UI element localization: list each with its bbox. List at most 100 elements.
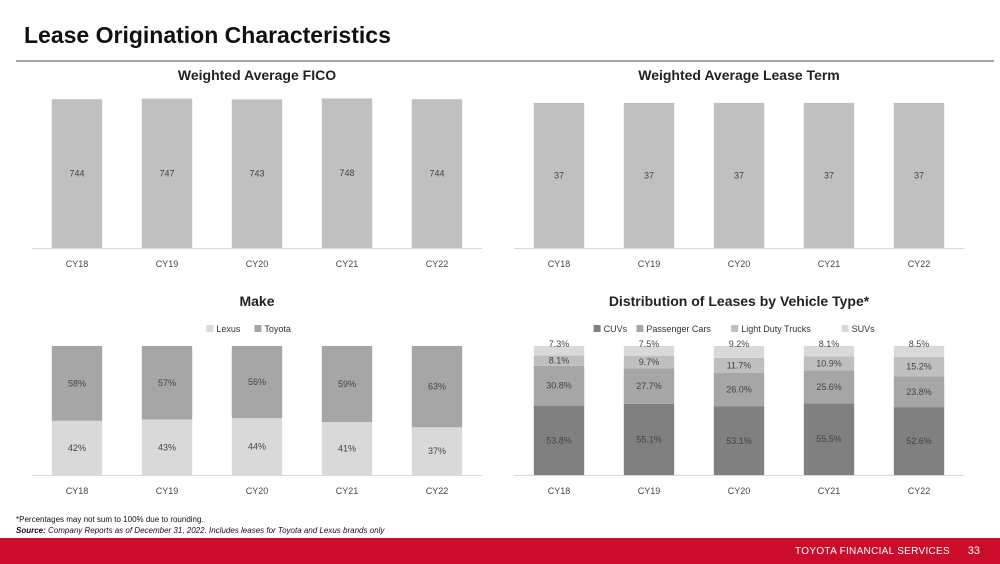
make-bar-0-2	[231, 418, 283, 475]
vehicle-data-label-1-0: 30.8%	[546, 381, 572, 391]
make-legend-label-1: Toyota	[264, 324, 291, 334]
make-bar-1-4	[411, 346, 463, 428]
fico-tick-label-3: CY21	[336, 259, 359, 269]
vehicle-bar-2-3	[803, 356, 855, 371]
vehicle-data-label-1-2: 26.0%	[726, 385, 752, 395]
fico-bar-3	[321, 98, 373, 249]
fico-title: Weighted Average FICO	[178, 67, 336, 83]
term-tick-label-4: CY22	[908, 259, 931, 269]
chart-make: Make Lexus Toyota 42% 58% CY18 43% 57% CY19 44% 56…	[32, 290, 482, 505]
source-label: Source:	[16, 526, 46, 535]
vehicle-legend-item-3: SUVs	[841, 324, 876, 334]
vehicle-bar-3-3	[803, 345, 855, 357]
vehicle-bar-3-0	[533, 346, 585, 356]
make-bar-1-0	[51, 346, 103, 421]
fico-data-label-4: 744	[429, 169, 444, 179]
make-data-label-0-3: 41%	[338, 444, 356, 454]
chart-vehicle-type-svg: Distribution of Leases by Vehicle Type* C…	[514, 293, 964, 496]
vehicle-data-label-2-4: 15.2%	[906, 362, 932, 372]
vehicle-data-label-3-4: 8.5%	[909, 339, 930, 349]
vehicle-data-label-2-2: 11.7%	[727, 360, 752, 370]
vehicle-data-label-2-1: 9.7%	[639, 357, 660, 367]
vehicle-bar-1-4	[893, 376, 945, 408]
make-data-label-0-1: 43%	[158, 442, 176, 452]
make-bar-0-3	[321, 422, 373, 475]
vehicle-legend-item-0: CUVs	[593, 324, 628, 334]
vehicle-data-label-0-3: 55.5%	[816, 434, 842, 444]
make-tick-label-4: CY22	[426, 486, 449, 496]
vehicle-data-label-0-0: 53.8%	[546, 435, 572, 445]
vehicle-bar-0-3	[803, 403, 855, 475]
term-bar-3	[803, 102, 855, 248]
source-note: Source: Company Reports as of December 3…	[16, 526, 384, 535]
vehicle-legend-swatch-2	[731, 325, 739, 332]
vehicle-bar-3-1	[623, 346, 675, 356]
vehicle-bar-0-4	[893, 407, 945, 475]
make-data-label-0-2: 44%	[248, 442, 266, 452]
chart-fico: Weighted Average FICO 744 CY18 747 CY19 743 CY…	[32, 64, 482, 279]
vehicle-data-label-3-3: 8.1%	[819, 339, 840, 349]
make-bar-1-2	[231, 346, 283, 419]
vehicle-bar-3-4	[893, 345, 945, 357]
fico-data-label-0: 744	[69, 169, 84, 179]
vehicle-data-label-1-1: 27.7%	[636, 381, 662, 391]
fico-data-label-1: 747	[159, 168, 174, 178]
term-tick-label-0: CY18	[548, 259, 571, 269]
make-data-label-1-0: 58%	[68, 378, 86, 388]
source-text: Company Reports as of December 31, 2022.…	[48, 526, 385, 535]
make-bar-0-1	[141, 419, 193, 475]
vehicle-bar-1-3	[803, 370, 855, 404]
vehicle-data-label-2-3: 10.9%	[816, 358, 842, 368]
make-title: Make	[239, 293, 274, 309]
vehicle-bar-0-0	[533, 405, 585, 475]
make-data-label-1-1: 57%	[158, 378, 176, 388]
vehicle-bar-1-1	[623, 368, 675, 404]
vehicle-data-label-0-4: 52.6%	[906, 436, 932, 446]
term-tick-label-3: CY21	[818, 259, 841, 269]
term-title: Weighted Average Lease Term	[638, 67, 840, 83]
vehicle-data-label-3-1: 7.5%	[639, 339, 660, 349]
make-tick-label-3: CY21	[336, 486, 359, 496]
vehicle-data-label-1-3: 25.6%	[816, 382, 842, 392]
vehicle-legend-item-2: Light Duty Trucks	[731, 324, 811, 334]
make-bar-1-3	[321, 346, 373, 423]
term-tick-label-1: CY19	[638, 259, 661, 269]
make-data-label-1-2: 56%	[248, 377, 266, 387]
vehicle-data-label-3-2: 9.2%	[729, 339, 750, 349]
vehicle-tick-label-2: CY20	[728, 486, 751, 496]
vehicle-legend-swatch-1	[636, 325, 644, 332]
make-tick-label-1: CY19	[156, 486, 179, 496]
make-bar-0-0	[51, 420, 103, 475]
make-tick-label-0: CY18	[66, 486, 89, 496]
chart-fico-svg: Weighted Average FICO 744 CY18 747 CY19 743 CY…	[32, 67, 482, 269]
fico-bar-0	[51, 99, 103, 248]
fico-data-label-2: 743	[249, 169, 264, 179]
page-number: 33	[967, 545, 980, 557]
vehicle-data-label-1-4: 23.8%	[906, 387, 932, 397]
vehicle-tick-label-1: CY19	[638, 486, 661, 496]
fico-bar-4	[411, 99, 463, 248]
vehicle-bar-1-2	[713, 372, 765, 407]
vehicle-bar-2-1	[623, 355, 675, 369]
footer-brand: TOYOTA FINANCIAL SERVICES	[795, 546, 950, 557]
make-legend-swatch-0	[206, 325, 214, 332]
chart-vehicle-type: Distribution of Leases by Vehicle Type* C…	[514, 290, 964, 505]
fico-tick-label-0: CY18	[66, 259, 89, 269]
fico-bar-1	[141, 98, 193, 248]
vehicle-bar-0-1	[623, 403, 675, 475]
term-bar-1	[623, 102, 675, 248]
vehicle-bar-2-0	[533, 355, 585, 366]
term-tick-label-2: CY20	[728, 259, 751, 269]
make-legend-label-0: Lexus	[216, 324, 241, 334]
vehicle-legend-item-1: Passenger Cars	[636, 324, 711, 334]
vehicle-tick-label-0: CY18	[548, 486, 571, 496]
vehicle-legend-swatch-3	[841, 325, 849, 332]
vehicle-data-label-3-0: 7.3%	[549, 339, 570, 349]
term-data-label-2: 37	[734, 170, 744, 180]
make-data-label-0-0: 42%	[68, 443, 86, 453]
vehicle-data-label-0-1: 55.1%	[636, 434, 662, 444]
vehicle-legend-label-3: SUVs	[852, 324, 876, 334]
page-title: Lease Origination Characteristics	[24, 22, 391, 48]
chart-make-svg: Make Lexus Toyota 42% 58% CY18 43% 57% CY19 44% 56…	[32, 293, 482, 496]
make-legend-swatch-1	[254, 325, 262, 332]
